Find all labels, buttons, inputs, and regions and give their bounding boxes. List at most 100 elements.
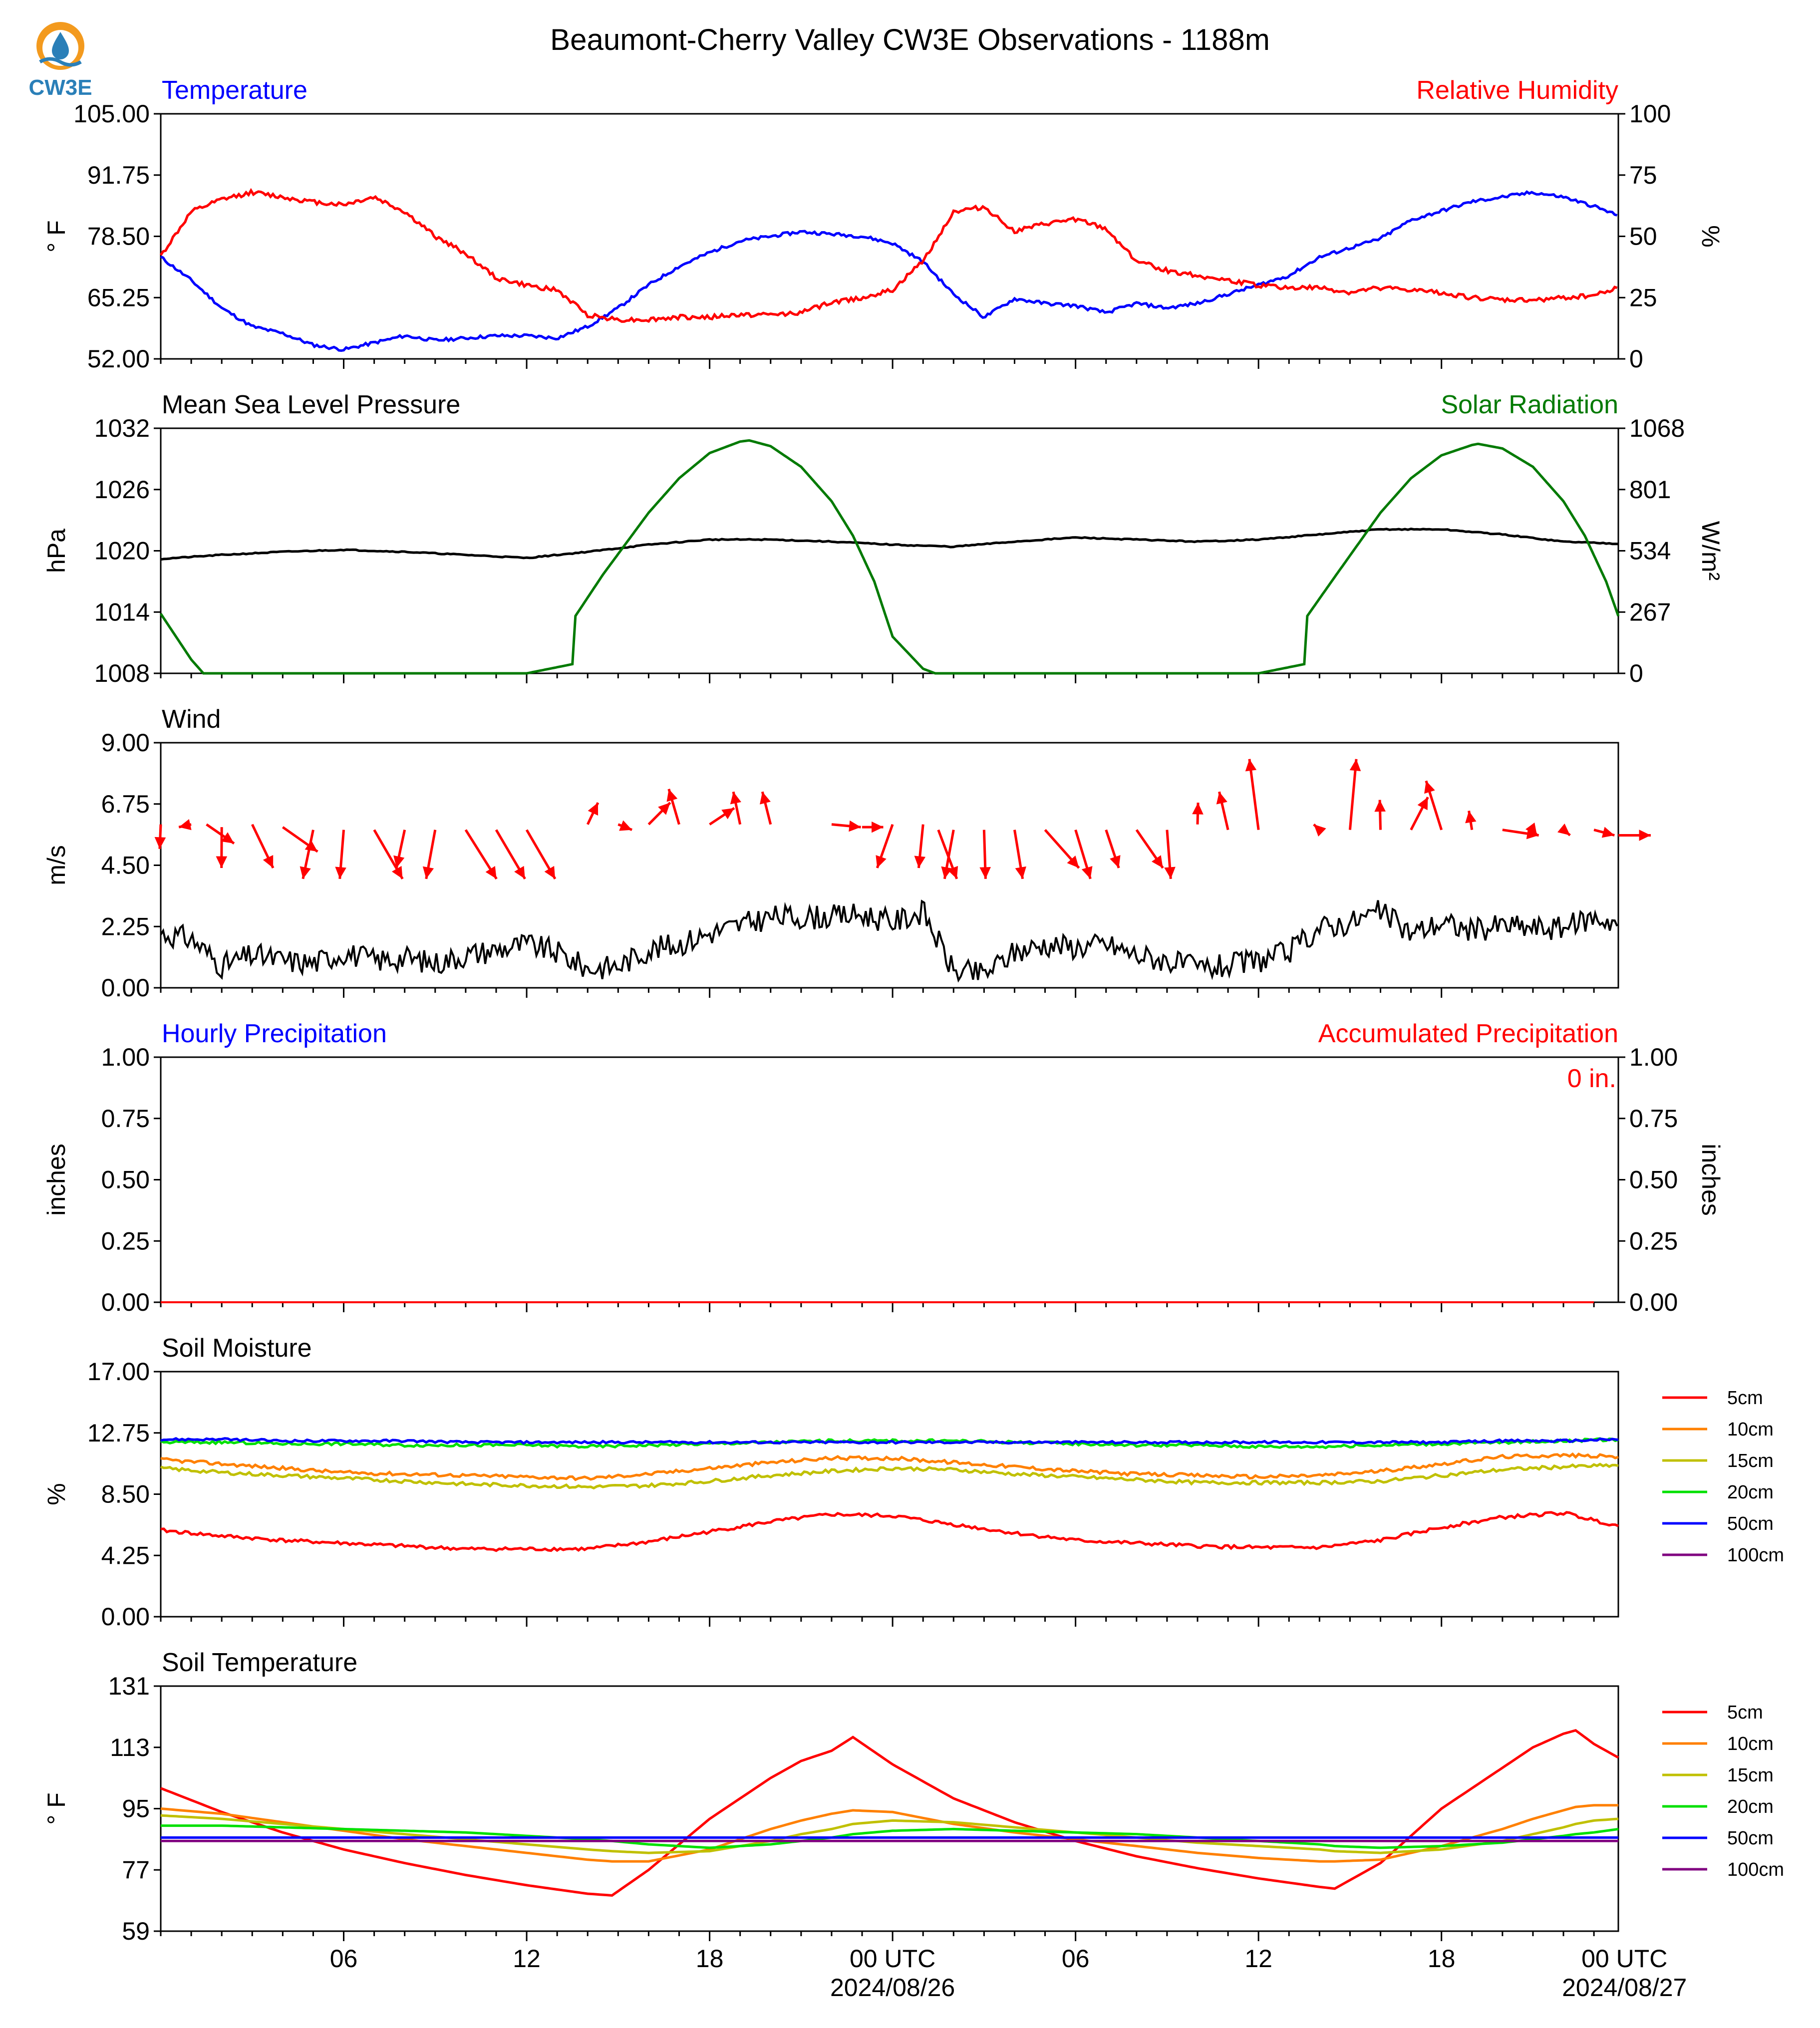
- wind-arrow: [495, 829, 526, 880]
- panel-title-left: Wind: [162, 705, 221, 734]
- wind-arrow: [941, 830, 955, 879]
- wind-arrow-head: [544, 866, 556, 879]
- wind-arrow-head: [154, 837, 166, 849]
- panel-title-right: Solar Radiation: [1441, 390, 1618, 419]
- wind-arrow-head: [300, 866, 311, 879]
- y-tick-label-left: 4.50: [101, 852, 150, 879]
- wind-arrow: [1105, 829, 1121, 869]
- wind-arrow-head: [876, 855, 887, 868]
- y-tick-label-left: 2.25: [101, 912, 150, 940]
- panel-title-left: Temperature: [162, 76, 307, 105]
- y-tick-label-right: 0.00: [1629, 1288, 1678, 1316]
- wind-arrow: [1074, 829, 1093, 879]
- wind-arrow-head: [658, 803, 670, 815]
- wind-arrow-head: [1424, 781, 1435, 794]
- wind-arrow-head: [216, 856, 228, 868]
- wind-arrow: [876, 824, 894, 869]
- legend-label-5cm: 5cm: [1727, 1702, 1763, 1723]
- series-line-soil-temperature-10cm: [160, 1804, 1618, 1863]
- logo-label: CW3E: [28, 75, 92, 100]
- wind-arrow-head: [422, 866, 434, 879]
- y-tick-label-right: 75: [1629, 161, 1657, 189]
- wind-arrow-shaft: [1348, 759, 1358, 830]
- y-axis-label-left: %: [42, 1483, 70, 1505]
- wind-arrow-head: [263, 855, 274, 868]
- temperature-rh-panel: 52.00 65.25 78.50 91.75 105.00 0 25 50 75 100 ° F%…: [42, 76, 1725, 373]
- wind-arrow: [979, 830, 991, 879]
- panel-title-left: Soil Temperature: [162, 1648, 357, 1677]
- wind-arrow-head: [1192, 803, 1204, 815]
- series-line-soil-moisture-5cm: [160, 1511, 1619, 1552]
- wind-arrow: [422, 830, 437, 879]
- y-tick-label-left: 4.25: [101, 1541, 150, 1569]
- y-tick-label-left: 1014: [94, 598, 150, 626]
- wind-arrow: [178, 819, 192, 831]
- plot-frame: [160, 1056, 1619, 1303]
- wind-arrow: [1618, 830, 1651, 841]
- wind-arrow: [335, 830, 346, 879]
- wind-arrow-head: [221, 832, 234, 844]
- wind-arrow: [1245, 759, 1260, 830]
- legend-label-10cm: 10cm: [1727, 1419, 1774, 1440]
- y-tick-label-left: 0.75: [101, 1105, 150, 1133]
- y-tick-label-left: 17.00: [87, 1358, 150, 1386]
- soil-temperature-panel: 59 77 95 113 131 ° F Soil Temperature 5cm 10cm 15…: [42, 1648, 1784, 1945]
- wind-arrow: [1348, 759, 1361, 830]
- series-line-soil-moisture-15cm: [160, 1462, 1619, 1490]
- cw3e-logo: CW3E: [28, 22, 92, 100]
- y-tick-label-left: 65.25: [87, 284, 150, 311]
- y-axis-label-right: inches: [1697, 1144, 1725, 1216]
- legend-label-50cm: 50cm: [1727, 1513, 1774, 1534]
- y-tick-label-right: 0: [1629, 659, 1643, 687]
- wind-arrow-head: [1639, 830, 1651, 841]
- wind-arrow: [1013, 830, 1026, 879]
- wind-arrow: [1557, 823, 1571, 837]
- x-date-label: 2024/08/26: [830, 1974, 955, 2002]
- y-tick-label-left: 1008: [94, 659, 150, 687]
- wind-arrow: [1216, 791, 1229, 831]
- y-tick-label-right: 0.75: [1629, 1105, 1678, 1133]
- y-tick-label-left: 12.75: [87, 1419, 150, 1447]
- wind-arrow-head: [760, 792, 771, 805]
- precipitation-panel: 0.00 0.25 0.50 0.75 1.00 0.00 0.25 0.50 0.75 1.00…: [42, 1019, 1725, 1316]
- y-tick-label-left: 0.50: [101, 1166, 150, 1194]
- y-tick-label-left: 0.00: [101, 974, 150, 1002]
- wind-arrow-head: [619, 820, 632, 831]
- y-axis-label-left: hPa: [42, 529, 70, 573]
- wind-arrow-head: [1601, 827, 1615, 838]
- wind-arrow: [251, 824, 275, 869]
- wind-arrow: [1192, 802, 1204, 825]
- wind-arrow: [1410, 796, 1429, 831]
- wind-arrow: [154, 824, 166, 849]
- wind-arrow-head: [941, 866, 952, 879]
- y-axis-label-left: inches: [42, 1144, 70, 1216]
- y-tick-label-left: 0.25: [101, 1227, 150, 1255]
- wind-arrow-head: [1110, 855, 1121, 868]
- wind-arrow-head: [393, 855, 405, 868]
- y-tick-label-left: 8.50: [101, 1480, 150, 1508]
- wind-arrow: [373, 829, 404, 880]
- wind-arrow: [760, 791, 772, 825]
- series-line-temperature: [160, 190, 1618, 352]
- series-line-relative-humidity: [159, 188, 1618, 323]
- wind-arrow: [216, 827, 228, 868]
- y-tick-label-right: 50: [1629, 223, 1657, 251]
- legend-label-15cm: 15cm: [1727, 1765, 1774, 1786]
- wind-panel: 0.00 2.25 4.50 6.75 9.00 m/s Wind: [42, 705, 1651, 1002]
- wind-arrow-head: [1525, 822, 1537, 836]
- series-line-soil-moisture-10cm: [160, 1452, 1619, 1481]
- y-tick-label-left: 52.00: [87, 345, 150, 373]
- y-tick-label-left: 6.75: [101, 790, 150, 818]
- wind-arrow: [1424, 780, 1443, 831]
- plot-frame: [160, 742, 1619, 989]
- wind-arrow: [831, 820, 861, 832]
- wind-arrow-head: [391, 866, 403, 879]
- wind-arrow: [1525, 822, 1538, 836]
- y-tick-label-right: 267: [1629, 598, 1671, 626]
- x-tick-label: 18: [1428, 1945, 1456, 1973]
- wind-arrow-head: [1067, 855, 1079, 868]
- wind-arrow: [1374, 800, 1386, 830]
- wind-arrow-head: [1164, 867, 1176, 879]
- y-tick-label-left: 77: [122, 1856, 150, 1884]
